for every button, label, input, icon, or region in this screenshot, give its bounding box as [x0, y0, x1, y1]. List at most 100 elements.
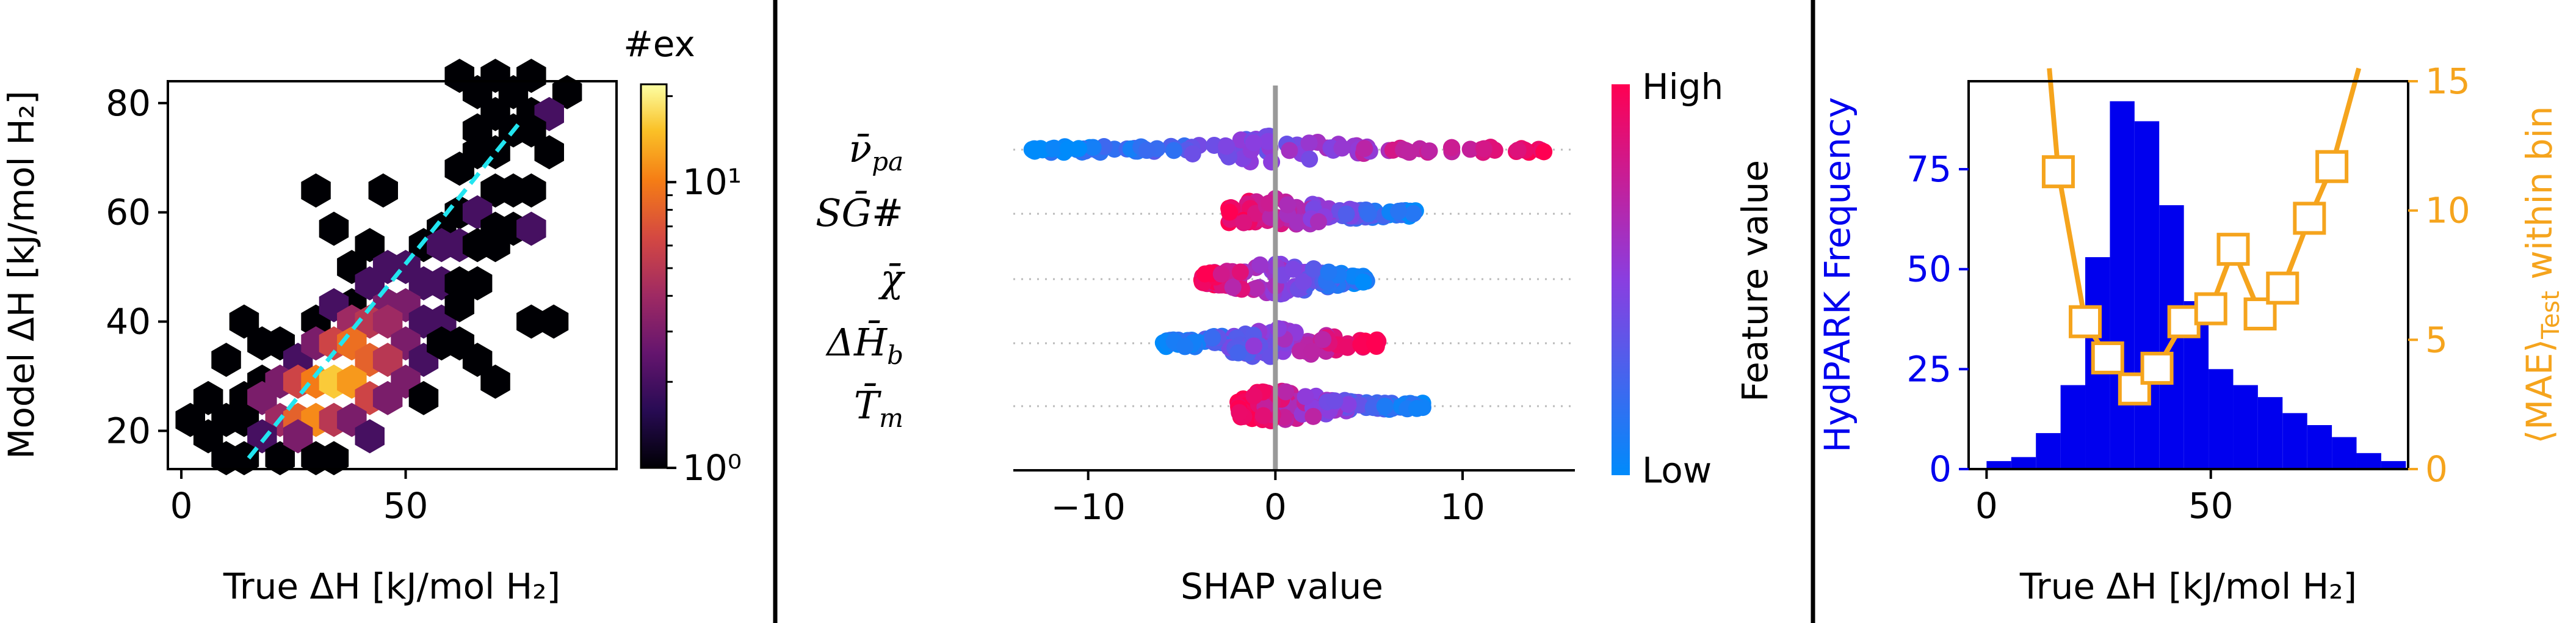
hexbin-cell [229, 304, 259, 339]
y2-tick-label: 0 [2425, 448, 2448, 490]
shap-rows: ν̄pa SḠ# χ̄ ΔH̄b T̄m [816, 86, 1575, 470]
hexbin-cell [355, 228, 385, 263]
y-tick-label: 50 [1906, 249, 1952, 290]
x-tick-label: 0 [170, 485, 193, 526]
hexbin-cell [211, 343, 241, 377]
hexbin-cell [534, 135, 564, 170]
shap-point [1304, 260, 1322, 278]
shap-point [1245, 134, 1262, 151]
shap-point [1254, 407, 1272, 424]
shap-point [1229, 344, 1247, 362]
mae-marker [2216, 233, 2250, 266]
hexbin-cell [462, 113, 493, 148]
shap-point [1218, 137, 1236, 155]
hexbin-cell [444, 288, 474, 322]
hexbin-cell [247, 381, 277, 415]
shap-point [1300, 134, 1318, 152]
hexbin-x-ticks: 0 50 [170, 469, 428, 526]
hexbin-x-axis-label: True ΔH [kJ/mol H₂] [223, 566, 560, 607]
shap-point [1535, 143, 1553, 161]
histogram-x-ticks: 0 50 [1975, 469, 2234, 526]
histogram-bar [2307, 424, 2332, 469]
hexbin-cell [498, 75, 529, 109]
shap-x-ticks: −10 0 10 [1051, 470, 1485, 528]
y-tick-label: 80 [106, 82, 151, 124]
shap-feature-label: ν̄pa [848, 126, 903, 177]
hexbin-colorbar [640, 83, 668, 469]
histogram-x-axis-label: True ΔH [kJ/mol H₂] [2019, 566, 2357, 607]
hexbin-cells [175, 59, 582, 476]
shap-point [1509, 141, 1527, 159]
histogram-y-ticks: 0 25 50 75 [1906, 148, 1969, 490]
x-tick-label: 10 [1440, 486, 1485, 528]
y-tick-label: 20 [106, 410, 151, 451]
histogram-bar [2036, 433, 2061, 469]
shap-feature-subscript: b [887, 340, 903, 370]
hexbin-cell [480, 364, 510, 399]
hexbin-cell [516, 113, 546, 148]
shap-point [1235, 214, 1253, 231]
shap-point [1165, 142, 1183, 159]
x-tick-label: −10 [1051, 486, 1125, 528]
shap-point [1339, 338, 1356, 356]
hexbin-cell [372, 304, 403, 339]
histogram-bar [2356, 453, 2381, 469]
panel-hexbin: 0 50 20 40 60 80 True ΔH [kJ/mol H₂] Model Δ… [1, 23, 742, 607]
shap-point [1281, 142, 1298, 159]
y-tick-label: 25 [1906, 348, 1952, 390]
shap-point [1295, 273, 1312, 291]
hexbin-cell [516, 211, 546, 246]
histogram-bar [2257, 397, 2283, 469]
x-tick-label: 50 [2188, 485, 2234, 526]
shap-point [1045, 139, 1063, 157]
hexbin-cell [283, 419, 313, 454]
shap-colorbar-low-label: Low [1642, 450, 1712, 491]
shap-point [1245, 337, 1263, 355]
shap-point [1297, 388, 1314, 406]
panel-histogram: 0 50 0 25 50 75 0 5 10 15 True ΔH [kJ/mol H₂] H… [1817, 60, 2565, 607]
shap-point [1352, 336, 1370, 354]
shap-point [1176, 338, 1194, 355]
shap-point [1314, 330, 1332, 348]
shap-point [1405, 205, 1422, 222]
shap-point [1284, 260, 1302, 278]
hexbin-cell [516, 173, 546, 208]
histogram-bar [1986, 461, 2011, 469]
y2-tick-label: 10 [2425, 190, 2470, 231]
hexbin-cell [319, 211, 349, 246]
hexbin-cell [265, 441, 295, 476]
shap-point [1221, 203, 1239, 221]
colorbar-tick-label: 10¹ [682, 161, 742, 203]
shap-point [1400, 144, 1418, 161]
hexbin-cell [408, 381, 439, 415]
shap-point [1204, 329, 1221, 347]
shap-point [1277, 383, 1295, 401]
hexbin-colorbar-ticks: 10⁰ 10¹ [667, 95, 742, 489]
hexbin-cell [368, 173, 398, 208]
y-tick-label: 75 [1906, 148, 1952, 190]
shap-point [1270, 320, 1287, 338]
shap-point [1024, 142, 1042, 159]
shap-point [1309, 213, 1327, 231]
hexbin-y-ticks: 20 40 60 80 [106, 82, 168, 451]
mae-marker [2266, 271, 2299, 305]
colorbar-tick-label: 10⁰ [682, 447, 742, 489]
mae-y-axis-label-suffix: within bin [2519, 106, 2560, 291]
shap-point [1279, 196, 1297, 214]
y-tick-label: 0 [1929, 448, 1952, 490]
hexbin-cell [516, 304, 546, 339]
mae-line [2041, 67, 2362, 406]
shap-feature-label: ΔH̄b [825, 320, 903, 370]
hexbin-cell [193, 419, 223, 454]
shap-point [1333, 139, 1351, 157]
shap-point [1304, 407, 1322, 425]
shap-point [1251, 256, 1269, 274]
hexbin-cell [462, 266, 493, 301]
y-tick-label: 60 [106, 192, 151, 233]
histogram-bar [2110, 101, 2135, 470]
hexbin-cell [480, 228, 510, 263]
hexbin-cell [372, 343, 403, 377]
histogram-bar [2134, 121, 2160, 469]
